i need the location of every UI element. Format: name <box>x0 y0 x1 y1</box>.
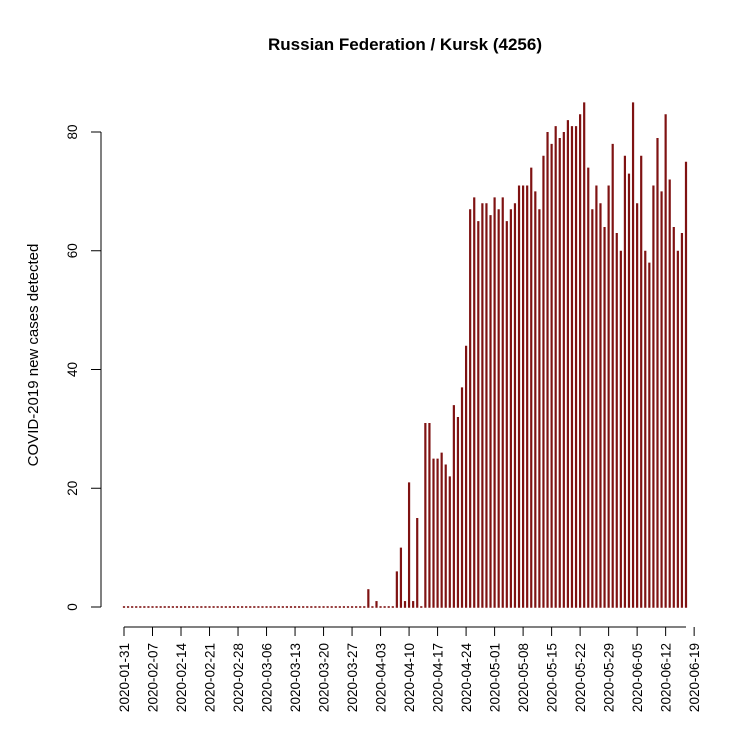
y-tick-label: 0 <box>65 603 80 611</box>
x-tick-label: 2020-05-01 <box>488 643 503 712</box>
x-tick-label: 2020-03-13 <box>288 643 303 712</box>
x-tick-label: 2020-01-31 <box>117 643 132 712</box>
y-tick-label: 80 <box>65 124 80 139</box>
x-tick-label: 2020-04-10 <box>402 643 417 712</box>
x-tick-label: 2020-03-06 <box>260 643 275 712</box>
x-tick-label: 2020-05-22 <box>573 643 588 712</box>
chart-title: Russian Federation / Kursk (4256) <box>268 35 542 54</box>
y-axis-label: COVID-2019 new cases detected <box>25 244 42 467</box>
x-tick-label: 2020-05-15 <box>545 643 560 712</box>
x-tick-label: 2020-06-12 <box>659 643 674 712</box>
x-tick-label: 2020-05-29 <box>602 643 617 712</box>
y-tick-label: 20 <box>65 481 80 496</box>
x-tick-label: 2020-02-21 <box>203 643 218 712</box>
x-tick-label: 2020-04-24 <box>459 643 474 713</box>
x-tick-label: 2020-04-03 <box>374 643 389 712</box>
x-ticks: 2020-01-31 2020-02-07 2020-02-14 2020-02-21… <box>117 627 702 712</box>
x-tick-label: 2020-02-07 <box>146 643 161 712</box>
x-tick-label: 2020-03-27 <box>345 643 360 712</box>
x-tick-label: 2020-05-08 <box>516 643 531 712</box>
x-tick-label: 2020-03-20 <box>317 643 332 712</box>
x-tick-label: 2020-04-17 <box>431 643 446 712</box>
x-tick-label: 2020-06-05 <box>630 643 645 712</box>
y-ticks: 0 20 40 60 80 <box>65 124 101 611</box>
x-tick-label: 2020-02-14 <box>174 643 189 713</box>
x-tick-label: 2020-06-19 <box>687 643 702 712</box>
bars <box>122 102 688 608</box>
x-tick-label: 2020-02-28 <box>231 643 246 712</box>
y-tick-label: 60 <box>65 243 80 258</box>
y-tick-label: 40 <box>65 362 80 377</box>
